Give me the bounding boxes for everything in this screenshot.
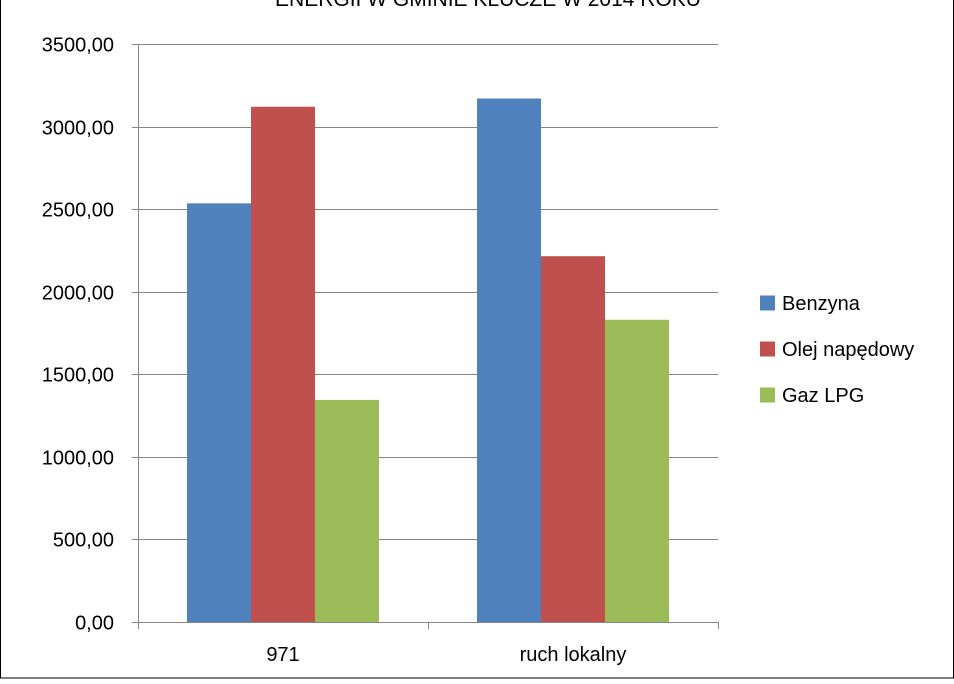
legend-swatch bbox=[760, 387, 775, 403]
y-tick-label: 1000,00 bbox=[42, 448, 114, 470]
legend-swatch bbox=[760, 295, 775, 311]
bar bbox=[605, 319, 669, 622]
x-tick-label: ruch lokalny bbox=[520, 644, 627, 666]
axes bbox=[132, 44, 719, 629]
y-tick-label: 2500,00 bbox=[42, 200, 114, 222]
legend-label: Gaz LPG bbox=[782, 385, 864, 407]
bar bbox=[315, 399, 379, 622]
y-tick-label: 3000,00 bbox=[42, 118, 114, 140]
chart-title: ENERGII W GMINIE KLUCZE W 2014 ROKU bbox=[275, 0, 701, 11]
legend-label: Benzyna bbox=[782, 293, 861, 315]
legend-label: Olej napędowy bbox=[782, 339, 914, 361]
y-tick-label: 500,00 bbox=[53, 530, 114, 552]
x-tick-label: 971 bbox=[266, 644, 299, 666]
bar bbox=[541, 256, 605, 622]
bars bbox=[187, 98, 669, 623]
legend-swatch bbox=[760, 341, 775, 357]
y-tick-label: 3500,00 bbox=[42, 35, 114, 57]
y-axis-tick-labels: 0,00 500,00 1000,00 1500,00 2000,00 2500,00 30… bbox=[42, 35, 114, 635]
y-tick-label: 0,00 bbox=[75, 613, 114, 635]
legend: Benzyna Olej napędowy Gaz LPG bbox=[760, 293, 914, 407]
bar bbox=[477, 98, 541, 623]
x-axis-tick-labels: 971 ruch lokalny bbox=[266, 644, 626, 666]
y-tick-label: 1500,00 bbox=[42, 365, 114, 387]
bar bbox=[187, 203, 251, 622]
y-tick-label: 2000,00 bbox=[42, 283, 114, 305]
bar bbox=[251, 106, 315, 623]
